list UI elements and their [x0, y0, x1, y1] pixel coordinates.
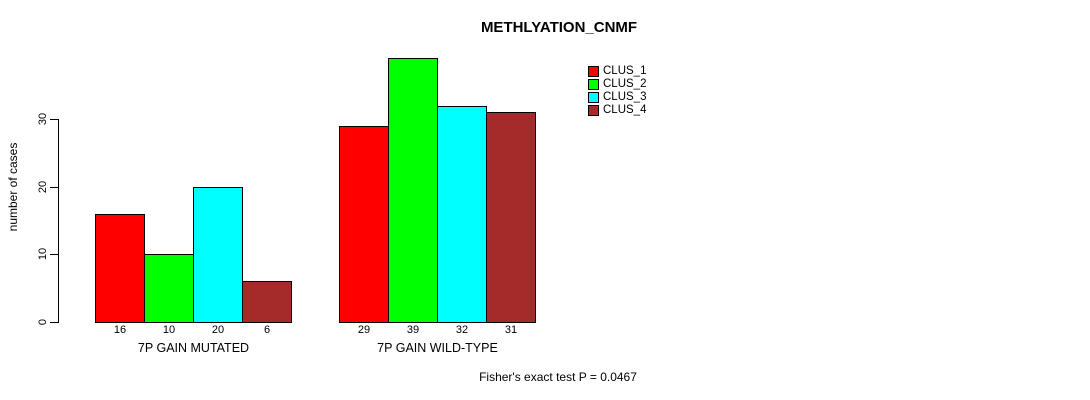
category-label: 7P GAIN WILD-TYPE [377, 341, 498, 355]
bar-value-label: 10 [162, 324, 176, 336]
chart-title: METHLYATION_CNMF [480, 19, 638, 36]
y-axis-tick [50, 119, 58, 120]
y-axis-tick [50, 187, 58, 188]
legend-swatch [588, 66, 599, 77]
bar-clus_3-group1 [193, 187, 243, 323]
y-axis-tick-label: 30 [37, 112, 49, 126]
bar-clus_1-group1 [95, 214, 145, 323]
bar-clus_3-group2 [437, 106, 487, 323]
bar-clus_1-group2 [339, 126, 389, 323]
legend-item: CLUS_2 [588, 78, 646, 91]
category-label: 7P GAIN MUTATED [137, 341, 250, 355]
bar-value-label: 6 [263, 324, 271, 336]
legend-label: CLUS_2 [603, 78, 647, 90]
y-axis-tick-label: 0 [37, 318, 49, 326]
y-axis-tick [50, 254, 58, 255]
legend-swatch [588, 79, 599, 90]
y-axis-tick-label: 20 [37, 180, 49, 194]
bar-clus_2-group2 [388, 58, 438, 323]
y-axis-tick-label: 10 [37, 247, 49, 261]
legend-item: CLUS_1 [588, 65, 646, 78]
bar-value-label: 32 [455, 324, 469, 336]
legend-swatch [588, 105, 599, 116]
bar-value-label: 16 [113, 324, 127, 336]
legend-label: CLUS_3 [603, 91, 647, 103]
bar-value-label: 29 [357, 324, 371, 336]
y-axis-line [58, 119, 59, 323]
bar-value-label: 39 [406, 324, 420, 336]
legend-label: CLUS_4 [603, 104, 647, 116]
y-axis-tick [50, 322, 58, 323]
bar-value-label: 31 [504, 324, 518, 336]
legend-item: CLUS_3 [588, 91, 646, 104]
bar-value-label: 20 [211, 324, 225, 336]
legend-label: CLUS_1 [603, 65, 647, 77]
annotation-note: Fisher's exact test P = 0.0467 [479, 370, 637, 384]
legend-swatch [588, 92, 599, 103]
bar-clus_4-group2 [486, 112, 536, 323]
legend-item: CLUS_4 [588, 104, 646, 117]
bar-clus_4-group1 [242, 281, 292, 323]
legend: CLUS_1 CLUS_2 CLUS_3 CLUS_4 [588, 65, 646, 117]
bar-clus_2-group1 [144, 254, 194, 323]
